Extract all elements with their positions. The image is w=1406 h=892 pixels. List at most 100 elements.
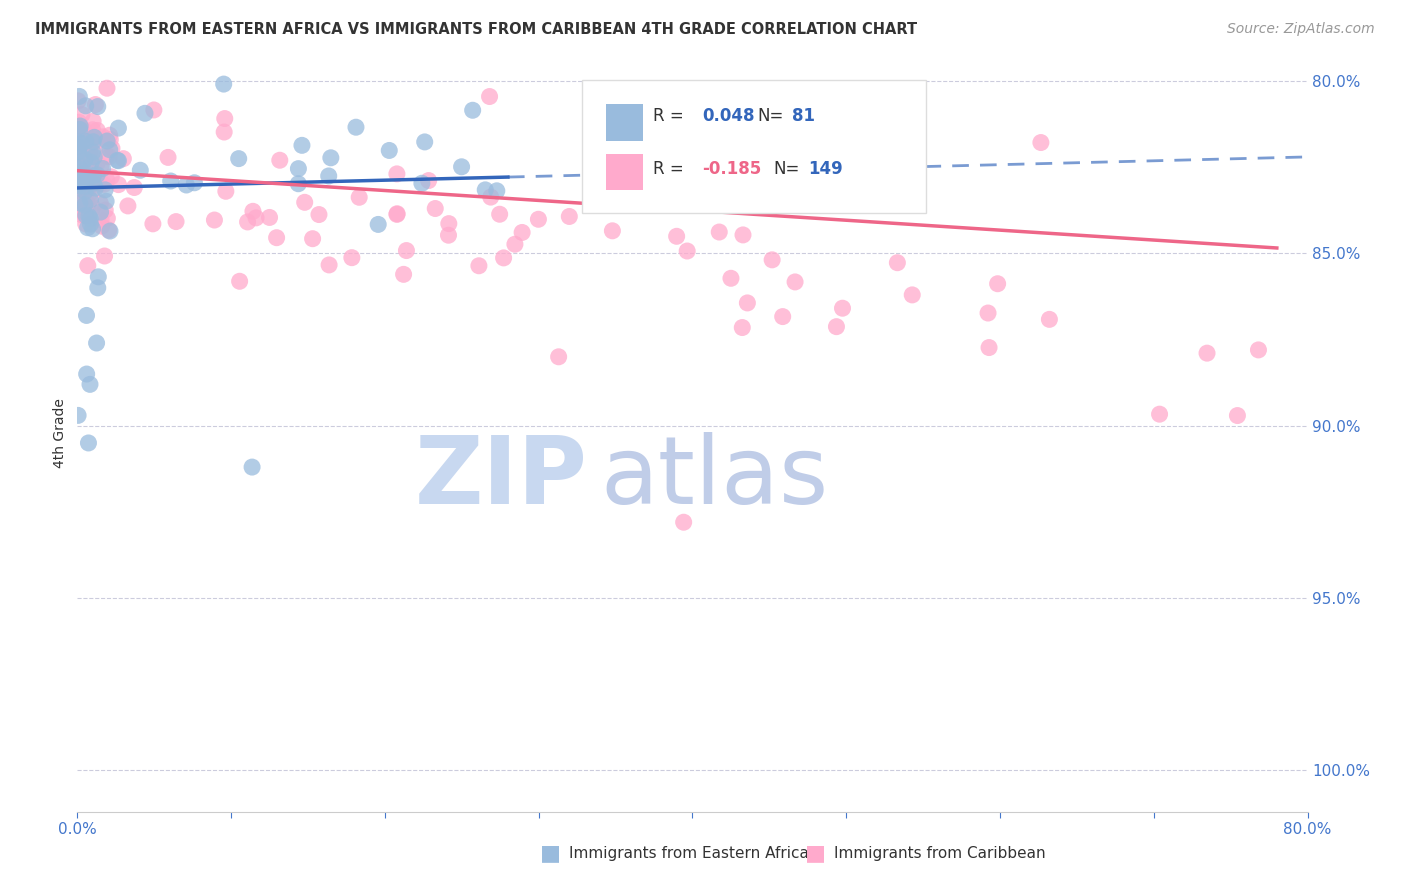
Point	[77, 181, 100, 195]
Point	[69, 119, 91, 133]
Point	[378, 144, 401, 158]
Point	[347, 190, 370, 204]
Point	[731, 320, 754, 334]
Text: R =: R =	[654, 160, 689, 178]
Point	[77, 208, 100, 222]
Point	[94, 203, 117, 218]
Point	[488, 207, 510, 221]
Point	[76, 259, 98, 273]
Point	[91, 161, 114, 176]
Point	[831, 301, 853, 316]
FancyBboxPatch shape	[606, 153, 644, 190]
Point	[101, 141, 124, 155]
Point	[602, 224, 624, 238]
Point	[67, 145, 90, 159]
Point	[468, 259, 491, 273]
Point	[77, 177, 100, 191]
Point	[82, 184, 104, 198]
Point	[69, 184, 91, 198]
Point	[204, 213, 226, 227]
Point	[214, 112, 236, 126]
Point	[98, 128, 121, 143]
Point	[117, 199, 139, 213]
Point	[75, 186, 97, 201]
Point	[86, 156, 108, 170]
Point	[134, 106, 156, 120]
Point	[159, 174, 181, 188]
Point	[73, 123, 96, 137]
Point	[183, 176, 205, 190]
Point	[86, 123, 108, 137]
Point	[98, 132, 121, 146]
Point	[105, 153, 128, 168]
Point	[82, 177, 104, 191]
Point	[70, 179, 93, 194]
FancyBboxPatch shape	[582, 80, 927, 213]
Point	[93, 249, 115, 263]
Point	[75, 134, 97, 148]
Point	[67, 409, 90, 423]
Point	[478, 89, 501, 103]
Point	[385, 167, 408, 181]
Point	[75, 209, 97, 223]
Point	[212, 77, 235, 91]
Point	[87, 281, 110, 295]
Text: N=: N=	[773, 160, 800, 178]
Point	[77, 182, 100, 196]
Point	[395, 244, 418, 258]
Point	[82, 169, 104, 183]
Point	[1226, 409, 1249, 423]
Point	[157, 150, 180, 164]
Point	[287, 177, 309, 191]
Point	[287, 161, 309, 176]
Point	[1038, 312, 1060, 326]
Point	[72, 199, 94, 213]
Point	[70, 208, 93, 222]
Point	[301, 232, 323, 246]
Point	[737, 296, 759, 310]
Point	[319, 151, 342, 165]
Point	[112, 152, 135, 166]
Point	[228, 274, 250, 288]
Point	[94, 183, 117, 197]
Point	[96, 134, 118, 148]
Point	[228, 152, 250, 166]
Point	[70, 155, 93, 169]
Point	[82, 114, 104, 128]
Point	[76, 309, 98, 323]
Point	[67, 135, 90, 149]
Point	[75, 153, 97, 167]
Point	[69, 181, 91, 195]
Point	[83, 130, 105, 145]
Point	[107, 121, 129, 136]
Text: atlas: atlas	[600, 432, 828, 524]
Point	[86, 336, 108, 351]
Point	[825, 319, 848, 334]
Point	[79, 377, 101, 392]
Point	[96, 149, 118, 163]
Point	[90, 177, 112, 191]
Point	[70, 144, 93, 158]
Point	[977, 341, 1000, 355]
Point	[89, 196, 111, 211]
Point	[98, 224, 121, 238]
Point	[245, 211, 267, 225]
Text: Source: ZipAtlas.com: Source: ZipAtlas.com	[1227, 22, 1375, 37]
Point	[75, 99, 97, 113]
Point	[761, 252, 783, 267]
Point	[70, 172, 93, 186]
Point	[240, 460, 263, 475]
Point	[100, 169, 122, 184]
Point	[308, 208, 330, 222]
Point	[772, 310, 794, 324]
Point	[79, 145, 101, 160]
Point	[437, 228, 460, 243]
Point	[84, 97, 107, 112]
Point	[385, 207, 408, 221]
Point	[69, 179, 91, 194]
Point	[437, 217, 460, 231]
Point	[82, 221, 104, 235]
Point	[87, 99, 110, 113]
Point	[82, 135, 104, 149]
Text: 0.048: 0.048	[703, 107, 755, 125]
